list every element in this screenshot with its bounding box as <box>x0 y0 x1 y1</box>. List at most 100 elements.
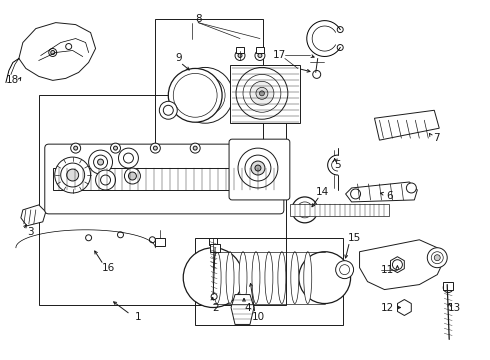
Circle shape <box>49 49 57 57</box>
Circle shape <box>431 252 443 264</box>
Ellipse shape <box>278 252 286 303</box>
Circle shape <box>337 27 343 32</box>
Text: 8: 8 <box>195 14 201 24</box>
Circle shape <box>123 153 133 163</box>
Circle shape <box>243 75 281 112</box>
Text: 18: 18 <box>6 75 20 85</box>
Circle shape <box>149 237 155 243</box>
Polygon shape <box>345 182 417 202</box>
Circle shape <box>292 197 318 223</box>
Circle shape <box>98 159 103 165</box>
Circle shape <box>86 235 92 241</box>
Circle shape <box>74 146 77 150</box>
Circle shape <box>118 232 123 238</box>
Circle shape <box>238 148 278 188</box>
Circle shape <box>89 150 113 174</box>
Circle shape <box>190 143 200 153</box>
Circle shape <box>350 189 361 199</box>
Ellipse shape <box>304 252 312 303</box>
Circle shape <box>124 168 141 184</box>
Circle shape <box>340 265 349 275</box>
Circle shape <box>235 50 245 60</box>
Bar <box>256 46 264 54</box>
Polygon shape <box>374 110 439 140</box>
Ellipse shape <box>226 252 234 303</box>
Bar <box>443 282 453 289</box>
Ellipse shape <box>265 252 273 303</box>
Circle shape <box>256 87 268 99</box>
Circle shape <box>337 45 343 50</box>
FancyBboxPatch shape <box>45 144 284 214</box>
Circle shape <box>66 44 72 50</box>
Text: 4: 4 <box>245 302 251 312</box>
Circle shape <box>251 161 265 175</box>
Circle shape <box>96 170 116 190</box>
Text: 3: 3 <box>27 227 34 237</box>
Circle shape <box>153 146 157 150</box>
Circle shape <box>255 165 261 171</box>
Circle shape <box>236 67 288 119</box>
Text: 5: 5 <box>334 160 341 170</box>
Circle shape <box>259 91 265 96</box>
Circle shape <box>114 146 118 150</box>
Circle shape <box>336 261 354 279</box>
Circle shape <box>255 50 265 60</box>
Bar <box>290 204 390 216</box>
Text: 17: 17 <box>273 50 287 60</box>
Polygon shape <box>19 23 96 80</box>
Circle shape <box>168 68 222 122</box>
Circle shape <box>299 252 350 303</box>
Text: 7: 7 <box>433 133 440 143</box>
Circle shape <box>238 54 242 58</box>
Circle shape <box>177 67 233 123</box>
Circle shape <box>173 73 217 117</box>
Bar <box>236 46 244 54</box>
Circle shape <box>67 169 78 181</box>
Bar <box>209 238 217 245</box>
Circle shape <box>443 283 453 293</box>
Circle shape <box>100 175 111 185</box>
Circle shape <box>258 54 262 58</box>
Circle shape <box>51 50 55 54</box>
Circle shape <box>211 293 217 300</box>
Circle shape <box>119 148 138 168</box>
Ellipse shape <box>291 252 299 303</box>
FancyBboxPatch shape <box>229 139 290 200</box>
Circle shape <box>250 81 274 105</box>
Text: 10: 10 <box>251 312 265 323</box>
Bar <box>53 168 278 190</box>
Circle shape <box>313 71 321 78</box>
Bar <box>230 66 300 123</box>
Text: 9: 9 <box>175 54 182 63</box>
Text: 2: 2 <box>212 302 219 312</box>
Circle shape <box>434 255 440 261</box>
Circle shape <box>183 248 243 307</box>
Circle shape <box>111 143 121 153</box>
Text: 13: 13 <box>447 302 461 312</box>
Text: 1: 1 <box>135 312 142 323</box>
Text: 6: 6 <box>386 191 393 201</box>
Circle shape <box>61 163 85 187</box>
Text: 12: 12 <box>381 302 394 312</box>
Polygon shape <box>397 300 411 315</box>
Circle shape <box>94 155 107 169</box>
Polygon shape <box>360 240 444 289</box>
Circle shape <box>392 260 402 270</box>
Circle shape <box>406 183 416 193</box>
Text: 15: 15 <box>348 233 361 243</box>
Circle shape <box>128 172 136 180</box>
Circle shape <box>159 101 177 119</box>
Circle shape <box>297 202 313 218</box>
Polygon shape <box>21 205 46 226</box>
Text: 14: 14 <box>316 187 329 197</box>
Polygon shape <box>391 257 404 273</box>
Ellipse shape <box>213 252 221 303</box>
Circle shape <box>195 85 215 105</box>
Circle shape <box>201 91 209 99</box>
Circle shape <box>427 248 447 268</box>
Polygon shape <box>231 294 254 324</box>
Text: 11: 11 <box>381 265 394 275</box>
Bar <box>155 19 263 203</box>
Bar <box>195 238 343 325</box>
Bar <box>39 95 286 305</box>
